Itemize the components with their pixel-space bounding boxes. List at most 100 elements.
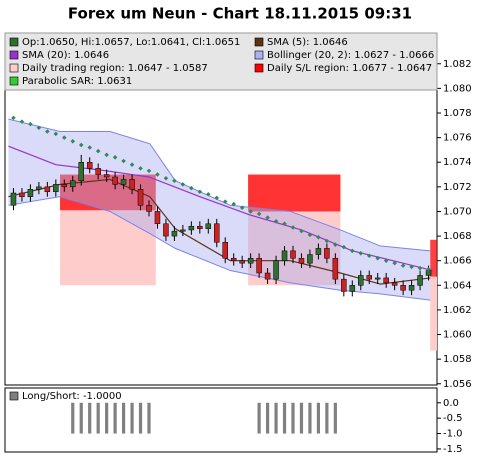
bar [282, 402, 287, 434]
y-tick-label: 1.070 [443, 206, 472, 217]
candle-body [70, 180, 76, 188]
bar [299, 402, 304, 434]
y-tick-label: 1.062 [443, 305, 472, 316]
candle-body [400, 285, 406, 291]
candle-body [197, 225, 203, 229]
y-tick-label: 1.078 [443, 108, 472, 119]
sar-dot [112, 155, 118, 160]
legend-label: SMA (20): 1.0646 [22, 50, 109, 61]
y-tick-label: 1.082 [443, 59, 472, 70]
candle-body [332, 257, 339, 280]
candle-body [36, 186, 42, 190]
candle-body [103, 174, 110, 178]
y-tick-label: -0.5 [443, 413, 463, 424]
legend-label: Op:1.0650, Hi:1.0657, Lo:1.0641, Cl:1.06… [22, 37, 240, 48]
candle-body [180, 229, 186, 232]
candle-body [61, 184, 68, 188]
candle-body [154, 211, 161, 225]
sar-dot [366, 253, 372, 259]
candle-body [358, 275, 364, 286]
candle-body [112, 176, 118, 185]
y-tick-label: 0.0 [443, 398, 459, 409]
sar-dot [62, 135, 67, 140]
candle-body [307, 254, 313, 264]
candle-body [27, 189, 34, 197]
bar [316, 402, 321, 434]
y-tick-label: 1.080 [443, 83, 472, 94]
sar-dot [45, 129, 50, 134]
sar-dot [95, 148, 101, 154]
sar-dot [307, 232, 313, 238]
bollinger-lower [8, 196, 431, 301]
candle-body [129, 179, 135, 190]
bar [79, 402, 83, 434]
candle-body [391, 282, 398, 286]
bar [71, 402, 75, 434]
y-tick-label: 1.064 [443, 280, 472, 291]
candle-body [239, 260, 245, 264]
candle-body [188, 225, 195, 231]
sar-dot [78, 142, 84, 148]
legend-swatch [9, 76, 19, 86]
sar-dot [375, 255, 380, 261]
legend-swatch [254, 63, 264, 73]
bar [147, 402, 151, 434]
candle-body [408, 285, 415, 291]
legend-swatch [9, 37, 19, 47]
candle-body [230, 257, 237, 261]
y-tick-label: 1.056 [443, 379, 472, 390]
candle-body [44, 186, 51, 193]
candle-body [273, 260, 279, 280]
sar-dot [383, 258, 389, 263]
candle-body [120, 179, 127, 185]
y-tick-label: 1.072 [443, 182, 472, 193]
candle-body [222, 241, 228, 259]
sar-dot [299, 228, 304, 234]
candle-body [256, 257, 262, 274]
sar-dot [282, 221, 287, 227]
sar-dot [290, 225, 296, 230]
sar-dot [426, 267, 431, 272]
candle-body [146, 205, 152, 212]
bar [265, 402, 270, 434]
legend-swatch [9, 50, 19, 60]
candle-body [315, 248, 322, 255]
candle-body [86, 161, 93, 169]
sar-dot [28, 121, 33, 127]
bar [325, 402, 329, 434]
candle-body [374, 277, 381, 280]
legend-label: Long/Short: -1.0000 [22, 391, 122, 402]
candle-body [171, 230, 178, 237]
bar [333, 402, 337, 434]
y-tick-label: -1.0 [443, 429, 463, 440]
candle-body [19, 192, 25, 197]
legend-label: SMA (5): 1.0646 [267, 37, 348, 48]
candle-body [281, 250, 288, 261]
region [430, 276, 437, 351]
legend-box [4, 32, 438, 91]
y-tick-label: 1.060 [443, 330, 472, 341]
candle-body [298, 257, 305, 264]
candle-body [366, 275, 372, 280]
sar-dot [121, 158, 126, 164]
candle-body [78, 161, 84, 181]
y-tick-label: 1.074 [443, 157, 472, 168]
bar [308, 402, 312, 434]
candle-body [349, 285, 356, 292]
y-tick-label: 1.058 [443, 354, 472, 365]
candle-body [137, 189, 144, 206]
candle-body [324, 248, 330, 259]
sar-dot [409, 264, 414, 270]
candle-body [53, 184, 59, 193]
candle-body [95, 168, 101, 175]
sar-dot [70, 139, 76, 144]
candle-body [10, 192, 17, 206]
y-tick-label: 1.066 [443, 256, 472, 267]
y-tick-label: 1.068 [443, 231, 472, 242]
sar-dot [87, 145, 92, 150]
y-tick-label: -1.5 [443, 444, 463, 455]
chart-title: Forex um Neun - Chart 18.11.2015 09:31 [68, 5, 412, 23]
region [248, 174, 341, 212]
sar-dot [104, 152, 109, 158]
sar-dot [392, 260, 397, 266]
